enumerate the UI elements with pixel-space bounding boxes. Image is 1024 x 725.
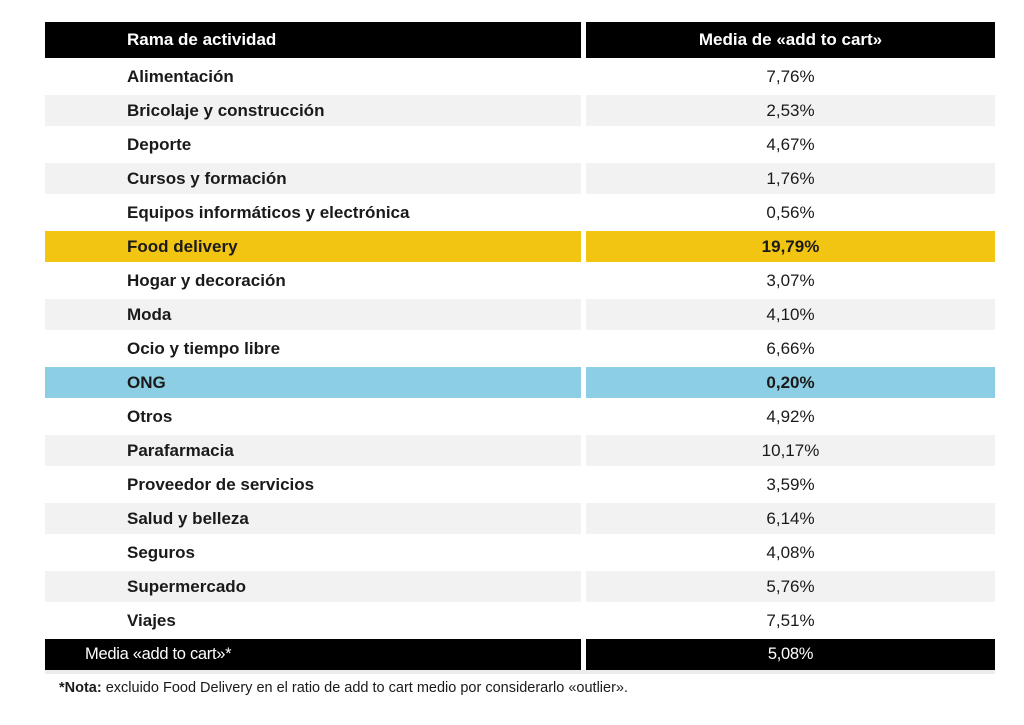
row-label: Proveedor de servicios: [45, 469, 581, 500]
footnote: *Nota: excluido Food Delivery en el rati…: [59, 680, 628, 696]
row-label: Cursos y formación: [45, 163, 581, 194]
row-label: Food delivery: [45, 231, 581, 262]
row-value: 0,56%: [586, 197, 995, 228]
table-row: ONG 0,20%: [45, 367, 995, 398]
row-label: Equipos informáticos y electrónica: [45, 197, 581, 228]
table-row: Equipos informáticos y electrónica 0,56%: [45, 197, 995, 228]
row-label: Alimentación: [45, 61, 581, 92]
table-row: Bricolaje y construcción 2,53%: [45, 95, 995, 126]
table-row: Hogar y decoración 3,07%: [45, 265, 995, 296]
table-header-row: Rama de actividad Media de «add to cart»: [45, 22, 995, 58]
row-value: 2,53%: [586, 95, 995, 126]
row-label: ONG: [45, 367, 581, 398]
row-value: 4,10%: [586, 299, 995, 330]
table-row: Seguros 4,08%: [45, 537, 995, 568]
row-label: Hogar y decoración: [45, 265, 581, 296]
row-value: 6,66%: [586, 333, 995, 364]
row-label: Parafarmacia: [45, 435, 581, 466]
row-value: 3,59%: [586, 469, 995, 500]
table-footer-row: Media «add to cart»* 5,08%: [45, 639, 995, 670]
footnote-text: excluido Food Delivery en el ratio de ad…: [101, 680, 629, 696]
row-value: 1,76%: [586, 163, 995, 194]
table-row: Ocio y tiempo libre 6,66%: [45, 333, 995, 364]
header-metric-column: Media de «add to cart»: [586, 22, 995, 58]
table-row: Proveedor de servicios 3,59%: [45, 469, 995, 500]
row-label: Supermercado: [45, 571, 581, 602]
table-body: Alimentación 7,76% Bricolaje y construcc…: [45, 61, 995, 636]
table-row: Moda 4,10%: [45, 299, 995, 330]
row-label: Moda: [45, 299, 581, 330]
table-bottom-strip: [45, 670, 995, 674]
table-row: Salud y belleza 6,14%: [45, 503, 995, 534]
row-label: Otros: [45, 401, 581, 432]
table-row: Cursos y formación 1,76%: [45, 163, 995, 194]
table-row: Alimentación 7,76%: [45, 61, 995, 92]
row-label: Seguros: [45, 537, 581, 568]
row-value: 19,79%: [586, 231, 995, 262]
row-value: 10,17%: [586, 435, 995, 466]
row-value: 6,14%: [586, 503, 995, 534]
row-label: Bricolaje y construcción: [45, 95, 581, 126]
table-row: Viajes 7,51%: [45, 605, 995, 636]
table-row: Supermercado 5,76%: [45, 571, 995, 602]
row-label: Ocio y tiempo libre: [45, 333, 581, 364]
table-row: Otros 4,92%: [45, 401, 995, 432]
table-row: Food delivery 19,79%: [45, 231, 995, 262]
row-label: Viajes: [45, 605, 581, 636]
add-to-cart-table: Rama de actividad Media de «add to cart»…: [45, 22, 995, 674]
row-value: 0,20%: [586, 367, 995, 398]
row-value: 7,76%: [586, 61, 995, 92]
table-row: Parafarmacia 10,17%: [45, 435, 995, 466]
row-value: 7,51%: [586, 605, 995, 636]
footnote-prefix: *Nota:: [59, 680, 102, 696]
row-value: 4,67%: [586, 129, 995, 160]
footer-label: Media «add to cart»*: [45, 639, 581, 670]
row-label: Salud y belleza: [45, 503, 581, 534]
row-label: Deporte: [45, 129, 581, 160]
row-value: 5,76%: [586, 571, 995, 602]
row-value: 4,08%: [586, 537, 995, 568]
footer-value: 5,08%: [586, 639, 995, 670]
table-row: Deporte 4,67%: [45, 129, 995, 160]
header-activity-column: Rama de actividad: [45, 22, 581, 58]
row-value: 3,07%: [586, 265, 995, 296]
row-value: 4,92%: [586, 401, 995, 432]
